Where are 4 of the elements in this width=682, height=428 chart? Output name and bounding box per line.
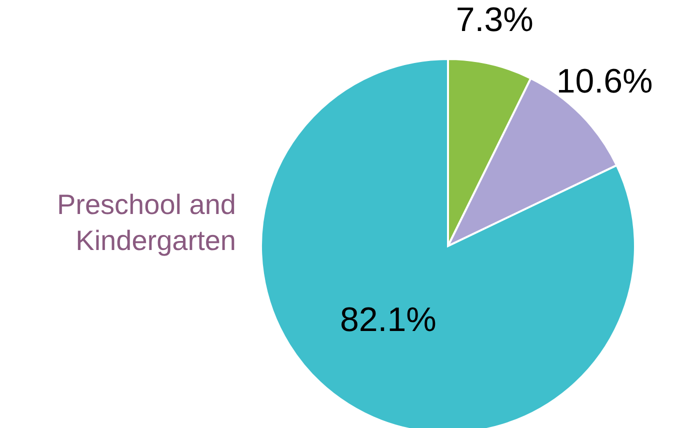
data-label: 82.1% (340, 301, 436, 340)
data-label: 10.6% (556, 62, 653, 100)
slice-label: Preschool and Kindergarten (56, 189, 236, 256)
data-label: 7.3% (456, 0, 534, 39)
